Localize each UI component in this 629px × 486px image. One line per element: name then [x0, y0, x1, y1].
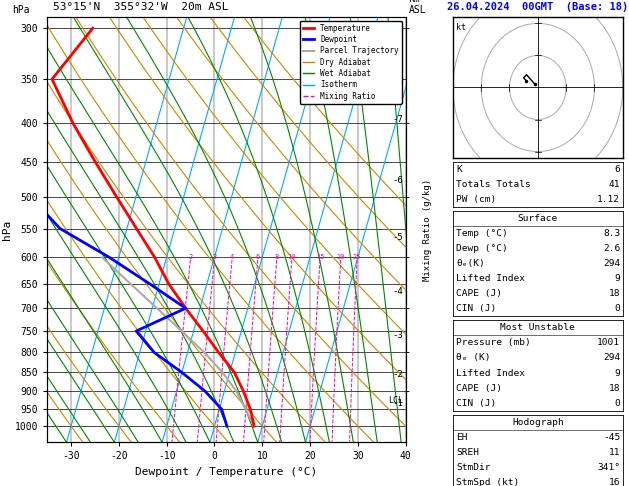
Text: Dewp (°C): Dewp (°C): [456, 244, 508, 253]
Text: 4: 4: [230, 254, 234, 260]
Text: km
ASL: km ASL: [409, 0, 426, 15]
Text: 3: 3: [212, 254, 216, 260]
Text: StmDir: StmDir: [456, 463, 491, 472]
Text: 2.6: 2.6: [603, 244, 620, 253]
Text: 20: 20: [337, 254, 345, 260]
Text: Totals Totals: Totals Totals: [456, 180, 531, 189]
Text: 18: 18: [609, 383, 620, 393]
Text: CIN (J): CIN (J): [456, 304, 496, 313]
Text: -2: -2: [392, 370, 403, 379]
Text: EH: EH: [456, 433, 467, 442]
Text: -3: -3: [392, 331, 403, 340]
Text: Pressure (mb): Pressure (mb): [456, 338, 531, 347]
Text: -4: -4: [392, 287, 403, 296]
Text: θₑ (K): θₑ (K): [456, 353, 491, 363]
Text: LCL: LCL: [388, 396, 403, 405]
Text: 0: 0: [615, 399, 620, 408]
Text: 16: 16: [609, 478, 620, 486]
Text: 53°15'N  355°32'W  20m ASL: 53°15'N 355°32'W 20m ASL: [53, 2, 229, 12]
Legend: Temperature, Dewpoint, Parcel Trajectory, Dry Adiabat, Wet Adiabat, Isotherm, Mi: Temperature, Dewpoint, Parcel Trajectory…: [299, 21, 402, 104]
Text: 26.04.2024  00GMT  (Base: 18): 26.04.2024 00GMT (Base: 18): [447, 2, 628, 12]
Text: kt: kt: [455, 23, 465, 33]
Text: Temp (°C): Temp (°C): [456, 229, 508, 238]
Text: 2: 2: [188, 254, 192, 260]
Text: 10: 10: [287, 254, 296, 260]
X-axis label: Dewpoint / Temperature (°C): Dewpoint / Temperature (°C): [135, 467, 318, 477]
Text: 11: 11: [609, 448, 620, 457]
Text: StmSpd (kt): StmSpd (kt): [456, 478, 520, 486]
Text: -7: -7: [392, 115, 403, 123]
Text: Hodograph: Hodograph: [512, 417, 564, 427]
Text: CIN (J): CIN (J): [456, 399, 496, 408]
Text: 9: 9: [615, 368, 620, 378]
Text: 294: 294: [603, 353, 620, 363]
Text: 1001: 1001: [597, 338, 620, 347]
Text: PW (cm): PW (cm): [456, 195, 496, 204]
Text: 18: 18: [609, 289, 620, 298]
Text: Surface: Surface: [518, 214, 558, 223]
Text: hPa: hPa: [13, 4, 30, 15]
Text: 15: 15: [316, 254, 324, 260]
Text: -5: -5: [392, 233, 403, 242]
Text: Most Unstable: Most Unstable: [501, 323, 575, 332]
Y-axis label: hPa: hPa: [2, 220, 12, 240]
Text: 294: 294: [603, 259, 620, 268]
Text: -45: -45: [603, 433, 620, 442]
Text: θₑ(K): θₑ(K): [456, 259, 485, 268]
Text: -6: -6: [392, 175, 403, 185]
Text: 6: 6: [255, 254, 260, 260]
Text: -1: -1: [392, 399, 403, 408]
Text: 6: 6: [615, 165, 620, 174]
Text: CAPE (J): CAPE (J): [456, 383, 502, 393]
Text: 0: 0: [615, 304, 620, 313]
Text: 8.3: 8.3: [603, 229, 620, 238]
Text: 1.12: 1.12: [597, 195, 620, 204]
Text: K: K: [456, 165, 462, 174]
Text: CAPE (J): CAPE (J): [456, 289, 502, 298]
Text: 25: 25: [353, 254, 361, 260]
Text: Lifted Index: Lifted Index: [456, 274, 525, 283]
Text: 8: 8: [275, 254, 279, 260]
Text: 9: 9: [615, 274, 620, 283]
Text: SREH: SREH: [456, 448, 479, 457]
Text: 41: 41: [609, 180, 620, 189]
Text: Mixing Ratio (g/kg): Mixing Ratio (g/kg): [423, 178, 432, 281]
Text: Lifted Index: Lifted Index: [456, 368, 525, 378]
Text: 341°: 341°: [597, 463, 620, 472]
